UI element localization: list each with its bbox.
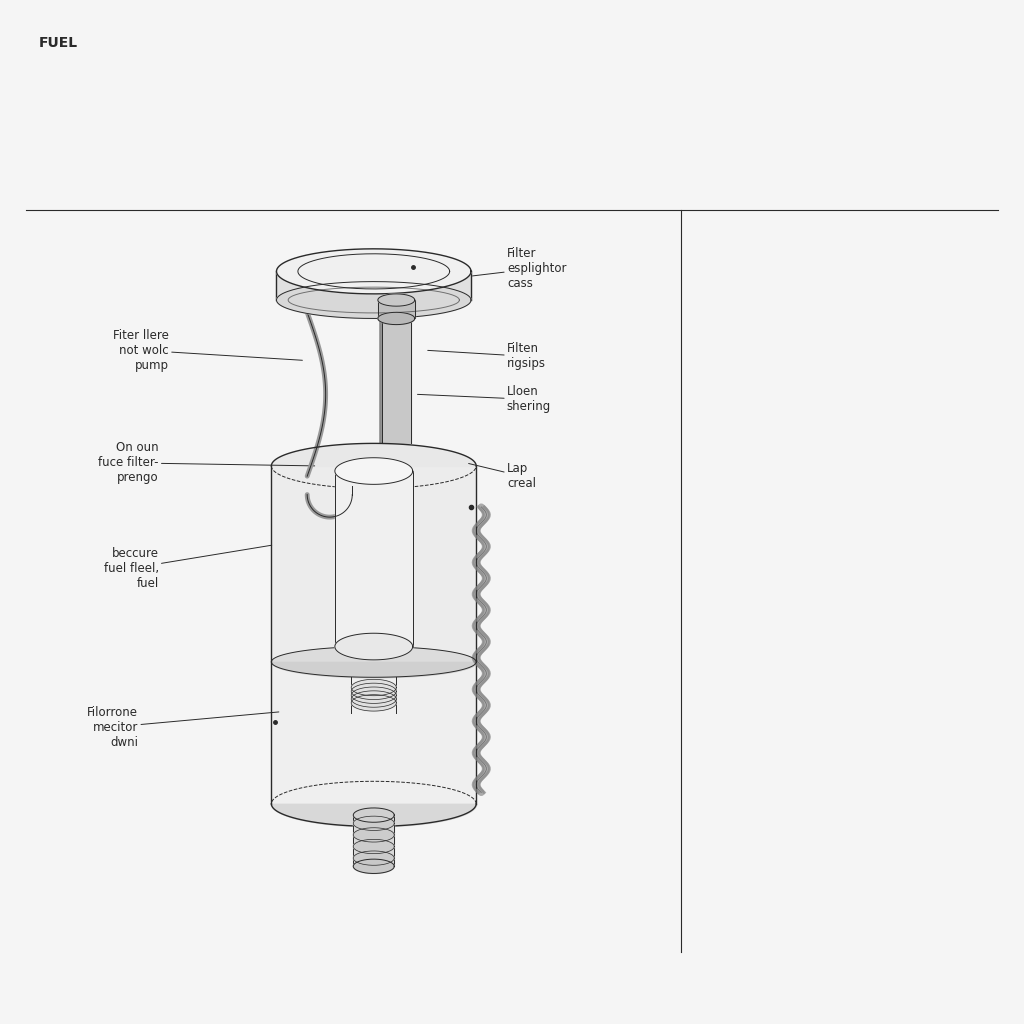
Polygon shape <box>353 808 394 822</box>
Polygon shape <box>353 851 394 865</box>
Polygon shape <box>353 859 394 873</box>
Polygon shape <box>351 694 396 711</box>
Polygon shape <box>335 458 413 484</box>
Polygon shape <box>351 683 396 699</box>
Polygon shape <box>353 840 394 854</box>
Text: beccure
fuel fleel,
fuel: beccure fuel fleel, fuel <box>103 545 271 590</box>
Text: Lloen
shering: Lloen shering <box>418 385 551 414</box>
Polygon shape <box>378 294 415 306</box>
Ellipse shape <box>379 283 415 301</box>
Text: Fiter llere
not wolc
pump: Fiter llere not wolc pump <box>113 329 302 372</box>
Polygon shape <box>351 687 396 703</box>
Text: FUEL: FUEL <box>39 36 78 50</box>
Polygon shape <box>335 633 413 659</box>
Polygon shape <box>351 691 396 708</box>
Polygon shape <box>271 466 476 804</box>
Text: Filorrone
mecitor
dwni: Filorrone mecitor dwni <box>87 706 279 749</box>
Polygon shape <box>276 282 471 318</box>
Polygon shape <box>378 312 415 325</box>
Polygon shape <box>276 249 471 294</box>
Text: Filten
rigsips: Filten rigsips <box>428 342 546 371</box>
Polygon shape <box>351 679 396 695</box>
Polygon shape <box>353 816 394 830</box>
Polygon shape <box>353 827 394 842</box>
Text: Lap
creal: Lap creal <box>469 462 536 490</box>
Polygon shape <box>271 466 476 662</box>
Text: On oun
fuce filter-
prengo: On oun fuce filter- prengo <box>98 441 314 484</box>
Text: Filter
esplightor
cass: Filter esplightor cass <box>454 247 566 290</box>
